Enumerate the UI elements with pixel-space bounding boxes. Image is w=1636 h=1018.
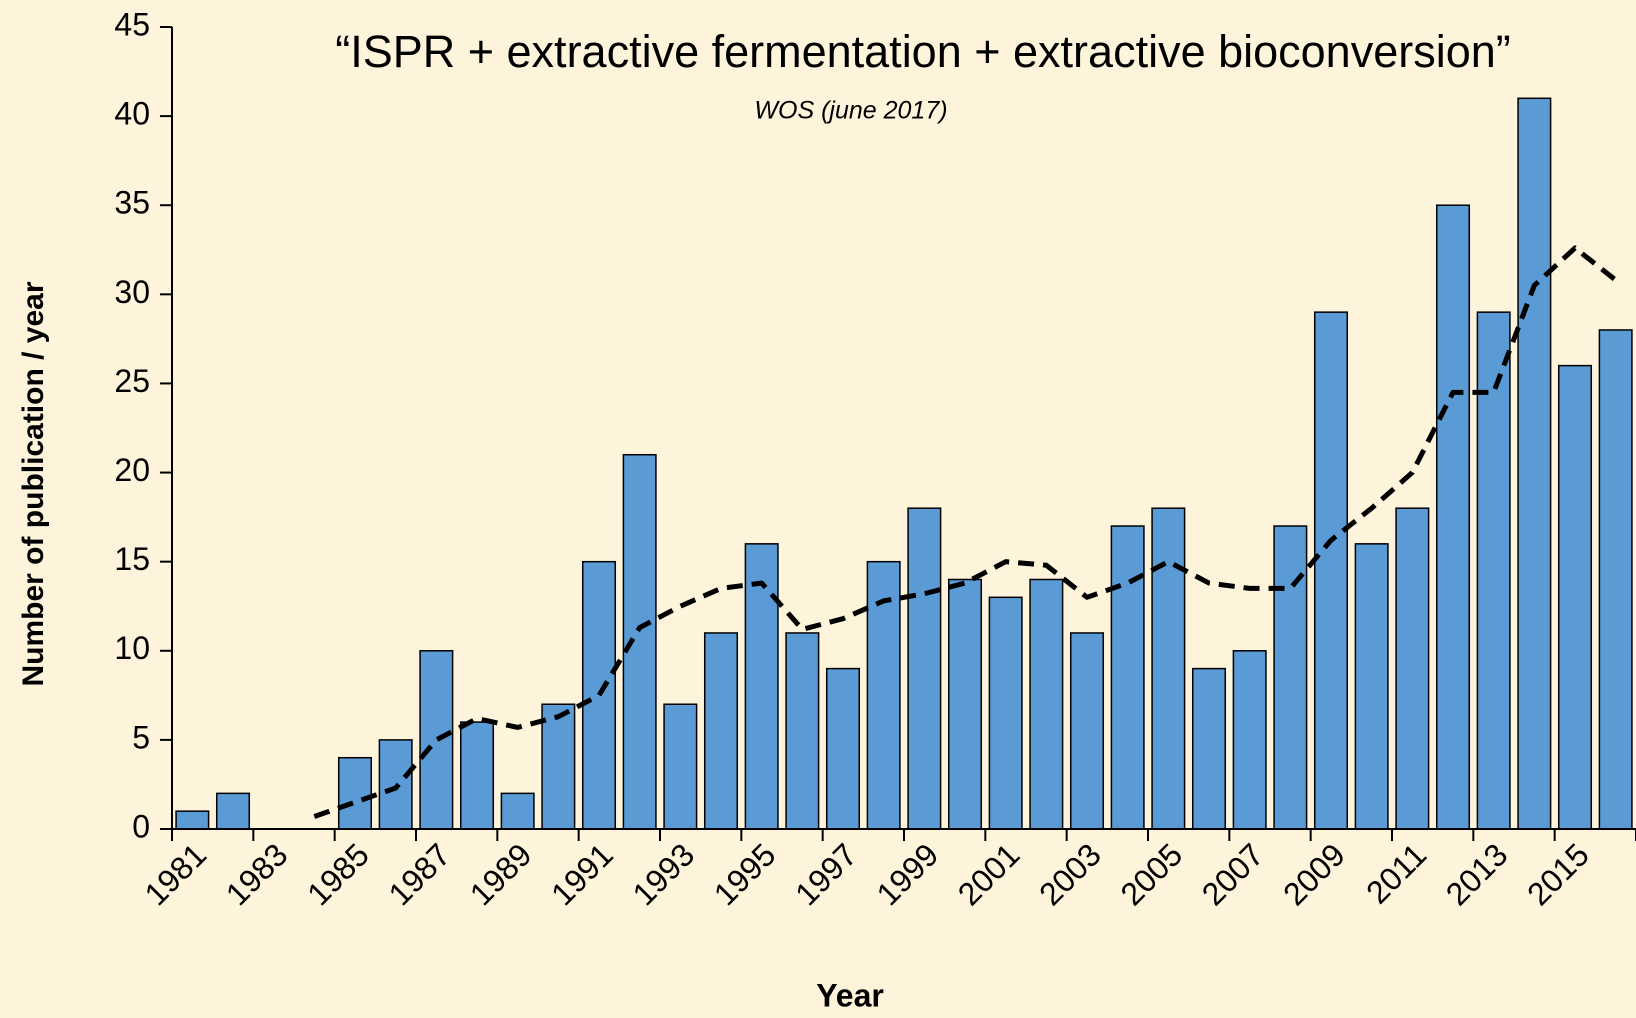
bar	[581, 560, 617, 830]
y-tick-label: 35	[114, 185, 150, 221]
bar	[1029, 578, 1064, 830]
y-tick-label: 25	[114, 363, 150, 399]
bar	[459, 721, 495, 830]
x-tick-label: 2013	[1439, 836, 1515, 912]
bar	[1435, 204, 1471, 830]
bar	[1069, 632, 1105, 830]
x-tick-label: 1997	[788, 836, 864, 912]
bar	[541, 703, 576, 830]
bar	[947, 578, 983, 830]
x-tick-label: 1989	[463, 836, 539, 912]
y-tick-label: 15	[114, 541, 150, 577]
y-tick-label: 0	[132, 808, 150, 844]
y-tick-label: 45	[114, 6, 150, 42]
y-tick-label: 5	[132, 719, 150, 755]
chart-subtitle: WOS (june 2017)	[754, 97, 947, 125]
bar	[703, 632, 739, 830]
x-tick-label: 1985	[300, 836, 376, 912]
x-tick-label: 2015	[1520, 836, 1596, 912]
x-axis-label: Year	[816, 977, 884, 1013]
trend-line	[313, 245, 1618, 819]
x-tick-label: 2003	[1032, 836, 1108, 912]
bar	[419, 650, 454, 830]
y-tick-label: 30	[114, 274, 150, 310]
y-tick-label: 40	[114, 96, 150, 132]
bar	[175, 810, 210, 830]
x-tick-label: 2007	[1195, 836, 1271, 912]
bar	[785, 632, 820, 830]
x-tick-label: 2009	[1276, 836, 1352, 912]
x-tick-label: 1987	[381, 836, 457, 912]
bar	[1557, 364, 1593, 830]
y-tick-label: 20	[114, 452, 150, 488]
bar	[1191, 667, 1227, 830]
x-tick-label: 1995	[707, 836, 783, 912]
bar	[907, 507, 942, 830]
y-tick-label: 10	[114, 630, 150, 666]
bar	[215, 792, 251, 830]
bar	[663, 703, 698, 830]
bar	[1110, 525, 1145, 830]
bar	[500, 792, 535, 830]
bar	[1313, 311, 1349, 830]
bar	[1598, 329, 1633, 830]
x-tick-label: 1983	[219, 836, 295, 912]
bar	[825, 667, 861, 830]
bar	[1354, 543, 1389, 830]
bar	[988, 596, 1023, 830]
bar	[1395, 507, 1430, 830]
y-axis-label: Number of publication / year	[17, 281, 50, 686]
x-tick-label: 1999	[869, 836, 945, 912]
x-tick-label: 1981	[137, 836, 213, 912]
bar	[337, 756, 373, 830]
bar	[1232, 650, 1267, 830]
x-tick-label: 2011	[1359, 836, 1433, 910]
bar	[1273, 525, 1308, 830]
bar	[1476, 311, 1511, 830]
bar	[866, 560, 901, 830]
x-tick-label: 1991	[544, 836, 620, 912]
bar	[1517, 97, 1552, 830]
chart-title: “ISPR + extractive fermentation + extrac…	[335, 26, 1511, 77]
x-tick-label: 1993	[625, 836, 701, 912]
x-tick-label: 2005	[1113, 836, 1189, 912]
x-tick-label: 2001	[951, 836, 1027, 912]
bar	[1151, 507, 1186, 830]
